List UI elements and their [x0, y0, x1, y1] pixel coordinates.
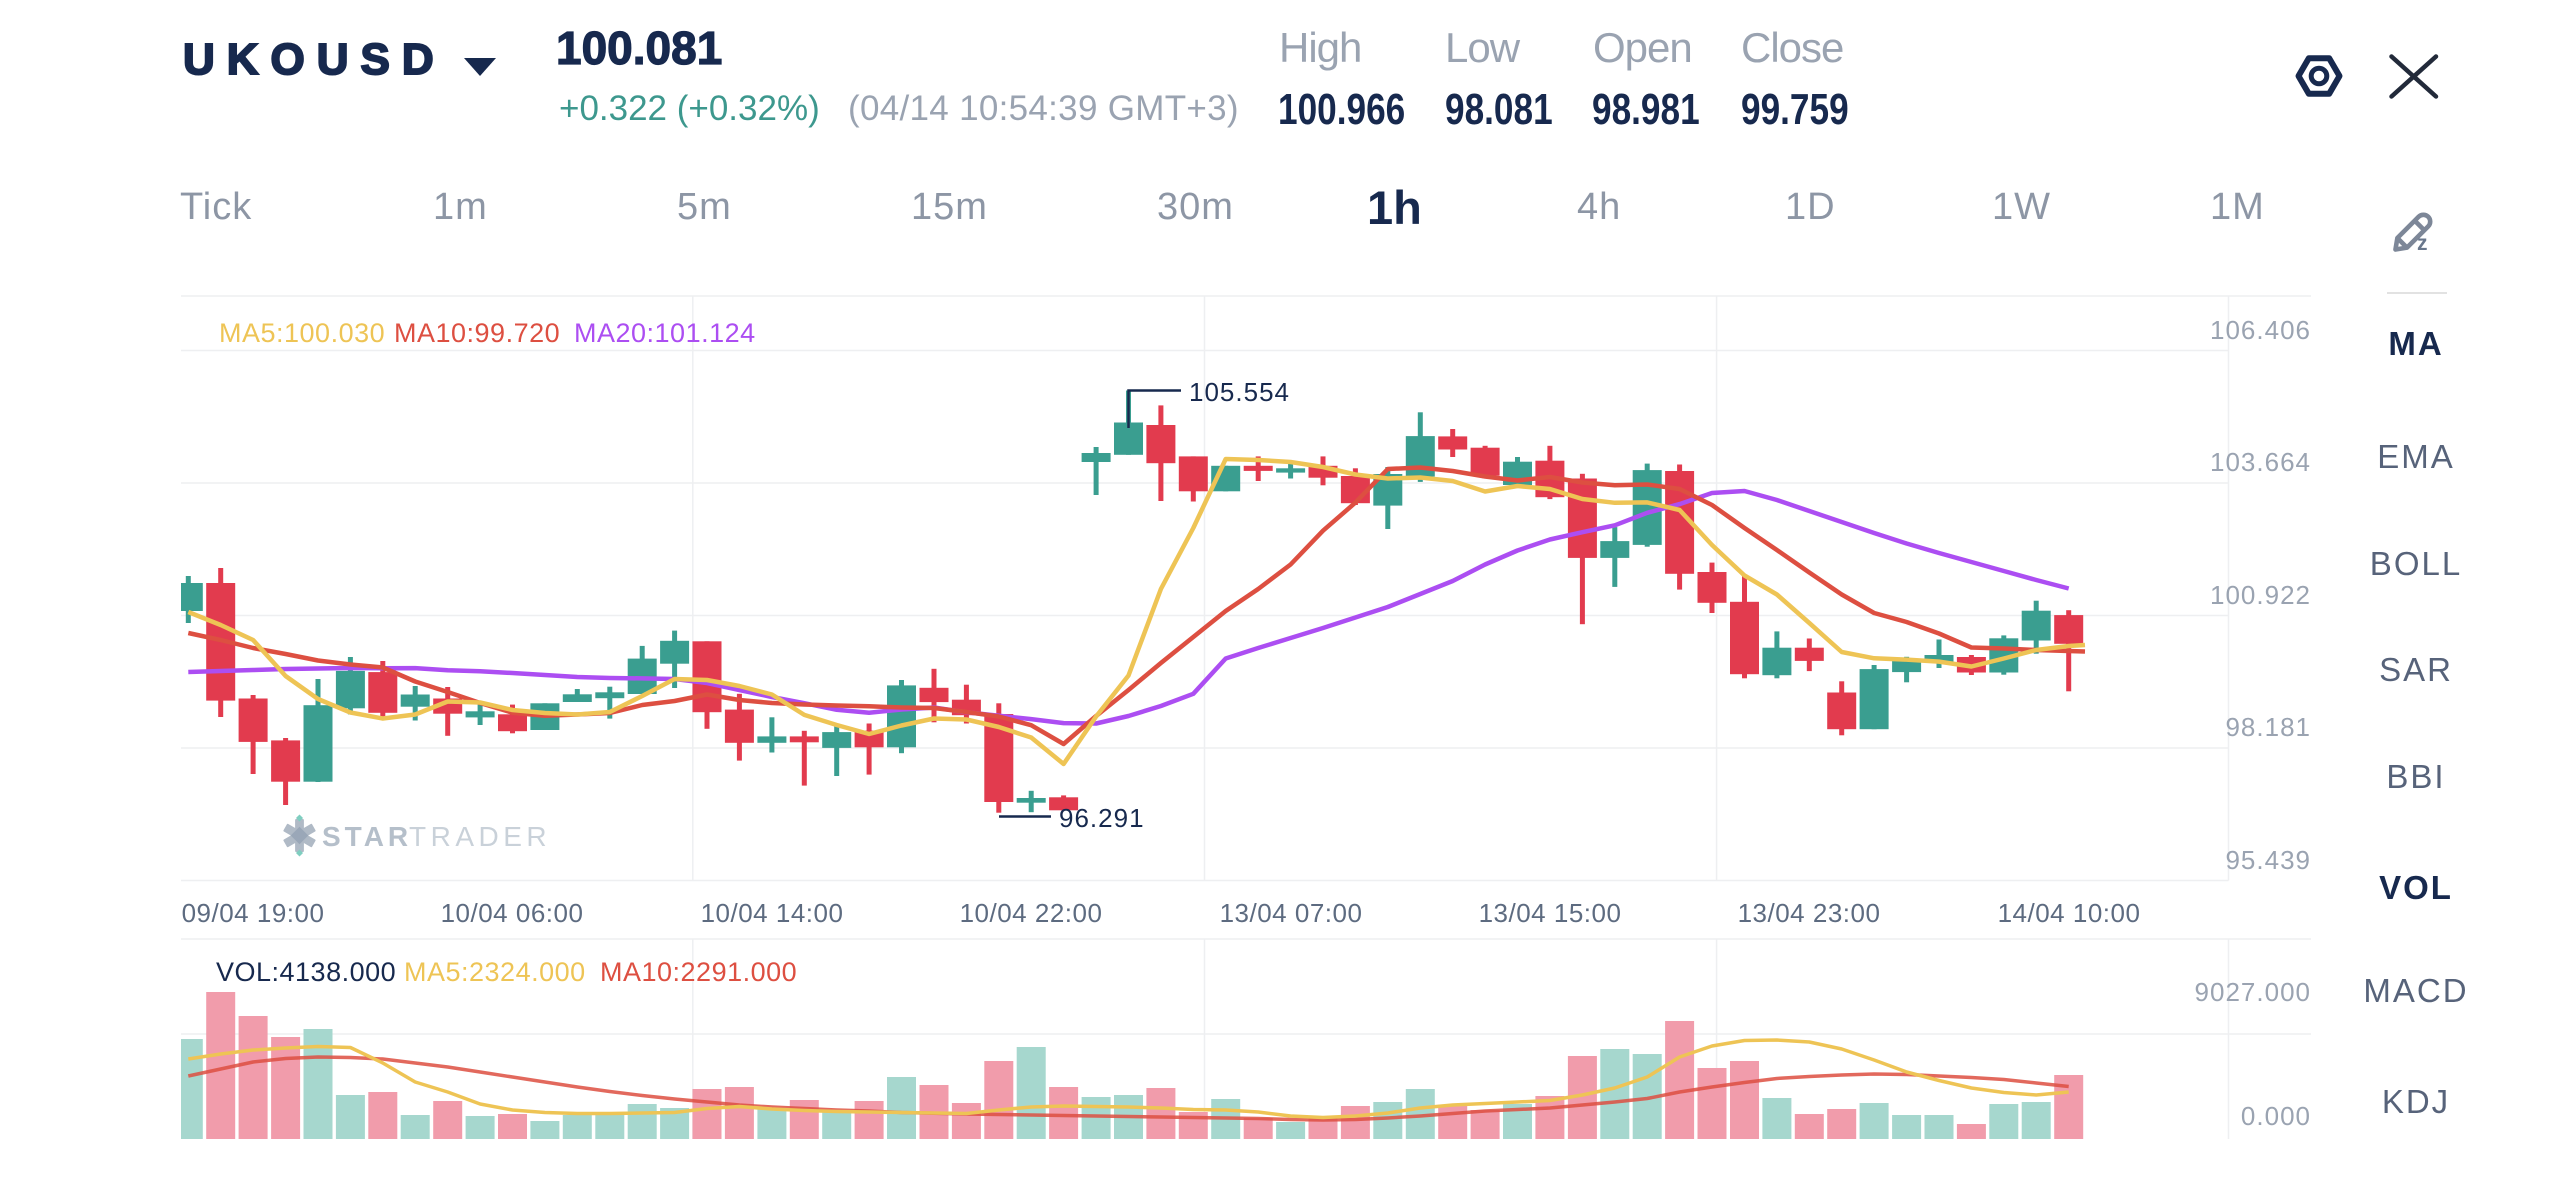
svg-text:z: z: [2417, 232, 2428, 255]
